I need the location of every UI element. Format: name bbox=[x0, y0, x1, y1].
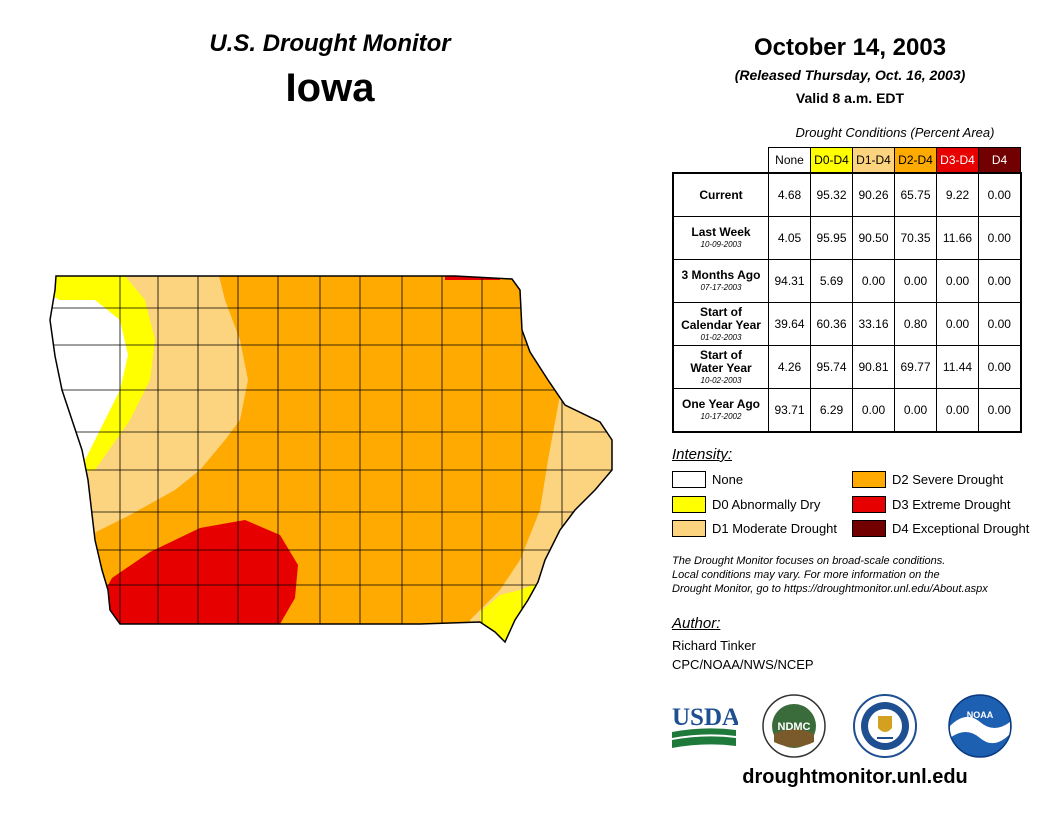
legend-item-none: None bbox=[672, 471, 743, 488]
table-cell: 95.95 bbox=[810, 216, 853, 260]
table-row: 3 Months Ago 07-17-2003 94.31 5.69 0.00 0… bbox=[672, 259, 1021, 303]
legend-item-d4: D4 Exceptional Drought bbox=[852, 520, 1029, 537]
table-cell: 70.35 bbox=[894, 216, 937, 260]
row-label: One Year Ago 10-17-2002 bbox=[672, 388, 769, 433]
table-cell: 0.00 bbox=[894, 388, 937, 433]
table-cell: 0.00 bbox=[978, 345, 1021, 389]
table-cell: 93.71 bbox=[768, 388, 811, 433]
table-cell: 9.22 bbox=[936, 172, 979, 217]
table-cell: 0.80 bbox=[894, 302, 937, 346]
table-cell: 0.00 bbox=[936, 388, 979, 433]
table-cell: 0.00 bbox=[894, 259, 937, 303]
author-name: Richard Tinker bbox=[672, 638, 756, 653]
noaa-logo: NOAA bbox=[948, 694, 1012, 758]
table-cell: 95.74 bbox=[810, 345, 853, 389]
table-cell: 90.81 bbox=[852, 345, 895, 389]
table-header-row: None D0-D4 D1-D4 D2-D4 D3-D4 D4 bbox=[673, 147, 1021, 174]
table-cell: 0.00 bbox=[978, 388, 1021, 433]
svg-text:USDA: USDA bbox=[672, 704, 738, 731]
table-cell: 95.32 bbox=[810, 172, 853, 217]
table-cell: 6.29 bbox=[810, 388, 853, 433]
table-cell: 0.00 bbox=[978, 259, 1021, 303]
table-cell: 69.77 bbox=[894, 345, 937, 389]
state-name: Iowa bbox=[285, 66, 375, 110]
table-corner bbox=[673, 148, 769, 174]
col-d2-d4: D2-D4 bbox=[894, 147, 937, 174]
row-label: Start of Calendar Year 01-02-2003 bbox=[672, 302, 769, 346]
table-row: Last Week 10-09-2003 4.05 95.95 90.50 70.… bbox=[672, 216, 1021, 260]
col-none: None bbox=[768, 147, 811, 174]
legend-swatch bbox=[852, 496, 886, 513]
valid-time: Valid 8 a.m. EDT bbox=[795, 90, 905, 106]
col-d0-d4: D0-D4 bbox=[810, 147, 853, 174]
table-cell: 39.64 bbox=[768, 302, 811, 346]
legend-swatch bbox=[672, 520, 706, 537]
table-cell: 4.26 bbox=[768, 345, 811, 389]
table-cell: 0.00 bbox=[852, 388, 895, 433]
table-row: Start of Water Year 10-02-2003 4.26 95.74 … bbox=[672, 345, 1021, 389]
table-row: Current 4.68 95.32 90.26 65.75 9.22 0.00 bbox=[672, 172, 1021, 217]
d3-north-strip bbox=[445, 276, 500, 280]
author-heading: Author: bbox=[672, 615, 721, 632]
legend-swatch bbox=[672, 496, 706, 513]
usda-logo: USDA bbox=[672, 704, 738, 748]
table-row: Start of Calendar Year 01-02-2003 39.64 60… bbox=[672, 302, 1021, 346]
author-org: CPC/NOAA/NWS/NCEP bbox=[672, 657, 814, 672]
col-d1-d4: D1-D4 bbox=[852, 147, 895, 174]
row-label: Last Week 10-09-2003 bbox=[672, 216, 769, 260]
row-label: 3 Months Ago 07-17-2003 bbox=[672, 259, 769, 303]
legend-item-d3: D3 Extreme Drought bbox=[852, 496, 1011, 513]
county-boundaries bbox=[50, 276, 612, 642]
legend-item-d1: D1 Moderate Drought bbox=[672, 520, 837, 537]
table-cell: 0.00 bbox=[978, 302, 1021, 346]
table-cell: 90.50 bbox=[852, 216, 895, 260]
website-url: droughtmonitor.unl.edu bbox=[742, 766, 968, 788]
legend-item-d0: D0 Abnormally Dry bbox=[672, 496, 820, 513]
table-cell: 11.66 bbox=[936, 216, 979, 260]
table-row: One Year Ago 10-17-2002 93.71 6.29 0.00 0… bbox=[672, 388, 1021, 433]
table-cell: 60.36 bbox=[810, 302, 853, 346]
legend-swatch bbox=[852, 471, 886, 488]
legend-item-d2: D2 Severe Drought bbox=[852, 471, 1003, 488]
d3-region bbox=[100, 520, 298, 630]
iowa-state-outline bbox=[49, 275, 613, 644]
table-cell: 4.05 bbox=[768, 216, 811, 260]
monitor-note: The Drought Monitor focuses on broad-sca… bbox=[672, 555, 988, 595]
drought-conditions-table: None D0-D4 D1-D4 D2-D4 D3-D4 D4 Current … bbox=[672, 147, 1022, 433]
legend-title: Intensity: bbox=[672, 446, 733, 463]
svg-text:NDMC: NDMC bbox=[778, 721, 811, 733]
table-cell: 5.69 bbox=[810, 259, 853, 303]
iowa-drought-map bbox=[49, 275, 613, 644]
table-cell: 0.00 bbox=[978, 172, 1021, 217]
table-cell: 0.00 bbox=[936, 302, 979, 346]
release-date: (Released Thursday, Oct. 16, 2003) bbox=[734, 67, 966, 83]
map-title: U.S. Drought Monitor bbox=[209, 30, 451, 57]
table-cell: 0.00 bbox=[852, 259, 895, 303]
table-cell: 94.31 bbox=[768, 259, 811, 303]
col-d4: D4 bbox=[978, 147, 1021, 174]
table-cell: 11.44 bbox=[936, 345, 979, 389]
table-cell: 0.00 bbox=[936, 259, 979, 303]
row-label: Start of Water Year 10-02-2003 bbox=[672, 345, 769, 389]
legend-swatch bbox=[672, 471, 706, 488]
table-cell: 90.26 bbox=[852, 172, 895, 217]
ndmc-logo: NDMC bbox=[762, 694, 826, 758]
table-caption: Drought Conditions (Percent Area) bbox=[795, 125, 995, 140]
table-cell: 33.16 bbox=[852, 302, 895, 346]
row-label: Current bbox=[672, 172, 769, 217]
table-cell: 65.75 bbox=[894, 172, 937, 217]
map-date: October 14, 2003 bbox=[753, 34, 947, 61]
col-d3-d4: D3-D4 bbox=[936, 147, 979, 174]
table-cell: 0.00 bbox=[978, 216, 1021, 260]
commerce-seal-logo bbox=[853, 694, 917, 758]
table-cell: 4.68 bbox=[768, 172, 811, 217]
legend-swatch bbox=[852, 520, 886, 537]
svg-text:NOAA: NOAA bbox=[967, 710, 994, 720]
